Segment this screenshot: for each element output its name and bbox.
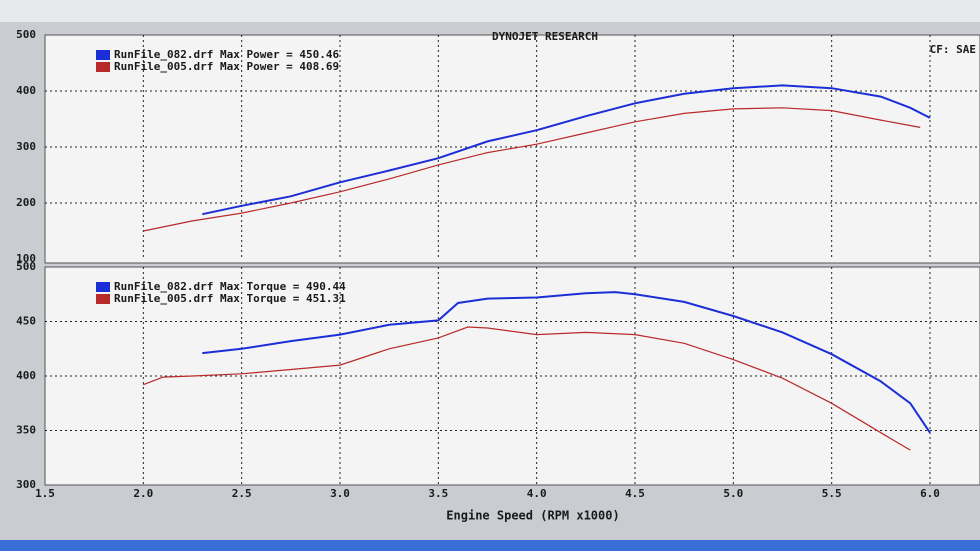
y-tick-label: 350 [16, 424, 36, 437]
legend-label: RunFile_005.drf Max Power = 408.69 [114, 60, 339, 73]
x-tick-label: 3.0 [330, 487, 350, 500]
x-tick-label: 3.5 [428, 487, 448, 500]
legend-swatch [96, 62, 110, 72]
y-tick-label: 200 [16, 196, 36, 209]
data-line [143, 107, 921, 232]
x-tick-label: 2.5 [232, 487, 252, 500]
data-line [202, 291, 931, 434]
x-tick-label: 6.0 [920, 487, 940, 500]
legend-label: RunFile_082.drf Max Power = 450.46 [114, 48, 340, 61]
x-tick-label: 2.0 [133, 487, 153, 500]
y-tick-label: 500 [16, 260, 36, 273]
legend-swatch [96, 282, 110, 292]
power-panel [44, 34, 980, 264]
legend-swatch [96, 294, 110, 304]
y-tick-label: 450 [16, 315, 36, 328]
toolbar [0, 0, 980, 22]
y-tick-label: 500 [16, 28, 36, 41]
y-tick-label: 400 [16, 84, 36, 97]
x-tick-label: 5.0 [723, 487, 743, 500]
x-tick-label: 1.5 [35, 487, 55, 500]
annotation: CF: SAE [930, 43, 976, 56]
y-tick-label: 100 [16, 252, 36, 265]
data-line [202, 84, 931, 216]
legend-label: RunFile_082.drf Max Torque = 490.44 [114, 280, 346, 293]
y-tick-label: 300 [16, 478, 36, 491]
taskbar [0, 540, 980, 551]
y-tick-label: 300 [16, 140, 36, 153]
legend-label: RunFile_005.drf Max Torque = 451.31 [114, 292, 346, 305]
y-tick-label: 400 [16, 369, 36, 382]
x-tick-label: 5.5 [822, 487, 842, 500]
legend-swatch [96, 50, 110, 60]
data-line [143, 326, 911, 451]
x-axis-label: Engine Speed (RPM x1000) [446, 509, 619, 523]
x-tick-label: 4.5 [625, 487, 645, 500]
chart-title: DYNOJET RESEARCH [492, 30, 598, 43]
x-tick-label: 4.0 [527, 487, 547, 500]
